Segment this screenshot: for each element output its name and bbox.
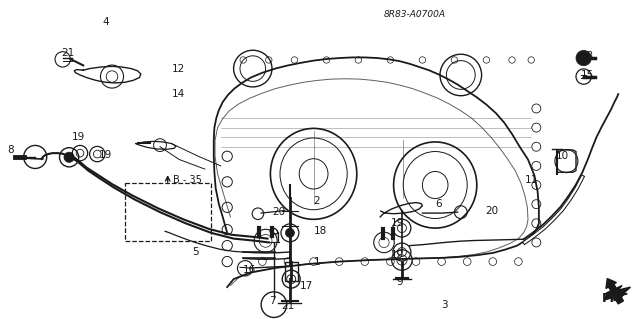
Bar (125, 183, 211, 241)
Text: 8: 8 (8, 145, 14, 155)
Text: 12: 12 (172, 63, 185, 74)
Text: 7: 7 (269, 296, 275, 307)
Text: 2: 2 (314, 196, 320, 206)
Circle shape (285, 228, 294, 237)
Text: 20: 20 (272, 207, 285, 217)
Text: 15: 15 (580, 70, 594, 80)
Text: 13: 13 (580, 51, 594, 61)
Text: 17: 17 (300, 280, 313, 291)
Text: 10: 10 (556, 151, 569, 161)
Text: 11: 11 (525, 175, 538, 185)
Text: 14: 14 (172, 89, 185, 99)
Text: 21: 21 (282, 301, 295, 311)
Circle shape (576, 50, 591, 66)
Text: 9: 9 (397, 277, 403, 287)
Text: 21: 21 (61, 48, 74, 58)
Text: 16: 16 (243, 264, 257, 275)
Text: 3: 3 (442, 300, 448, 310)
Text: 20: 20 (485, 205, 499, 216)
Text: 19: 19 (390, 250, 404, 260)
FancyArrow shape (606, 278, 623, 304)
Text: 19: 19 (99, 150, 113, 160)
Text: 19: 19 (72, 132, 85, 142)
Text: 4: 4 (102, 17, 109, 27)
Text: 18: 18 (314, 226, 327, 236)
Text: 5: 5 (192, 247, 198, 257)
Text: B - 35: B - 35 (173, 175, 202, 185)
Text: 1: 1 (314, 256, 320, 267)
Text: 6: 6 (435, 199, 442, 209)
Text: 8R83-A0700A: 8R83-A0700A (384, 10, 446, 19)
Text: 19: 19 (390, 218, 404, 228)
Bar (285, 262, 298, 281)
Polygon shape (605, 286, 630, 300)
Circle shape (64, 152, 74, 162)
Text: FR.: FR. (602, 292, 625, 305)
